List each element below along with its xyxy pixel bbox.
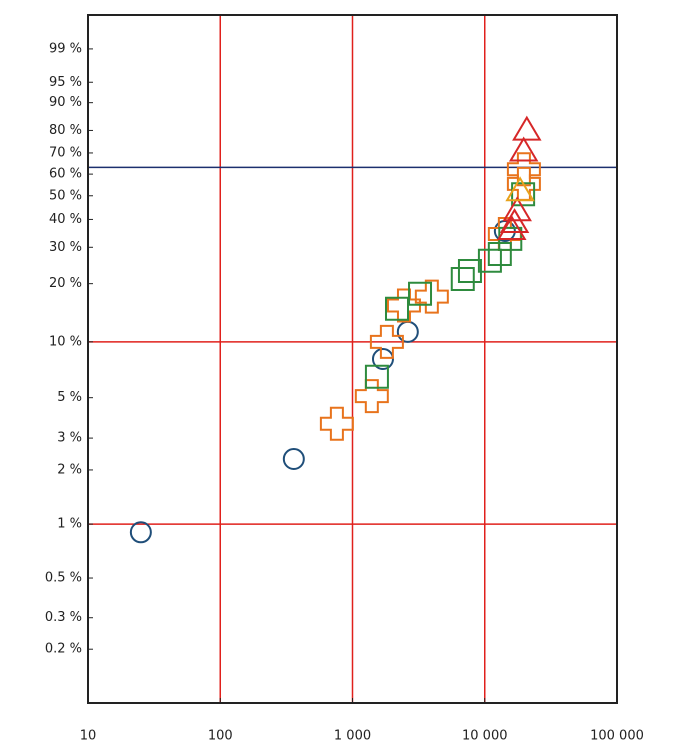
y-tick-label: 0.2 % (45, 642, 82, 657)
point (512, 115, 542, 141)
point (457, 259, 482, 284)
x-tick-label: 10 (80, 729, 97, 744)
point (414, 279, 449, 314)
y-tick-label: 40 % (49, 212, 82, 227)
y-tick-label: 30 % (49, 240, 82, 255)
point (498, 226, 523, 251)
point (371, 348, 394, 370)
y-tick-label: 20 % (49, 276, 82, 291)
y-tick-label: 0.5 % (45, 571, 82, 586)
y-tick-label: 3 % (57, 431, 82, 446)
x-tick-label: 10 000 (462, 729, 508, 744)
y-tick-label: 95 % (49, 75, 82, 90)
point (384, 296, 409, 321)
point (129, 521, 152, 544)
point (505, 176, 535, 202)
y-tick-label: 80 % (49, 123, 82, 138)
y-tick-label: 2 % (57, 462, 82, 477)
y-tick-label: 0.3 % (45, 610, 82, 625)
point (282, 447, 305, 470)
point (496, 215, 527, 240)
point (319, 406, 354, 441)
point (506, 152, 541, 187)
x-tick-label: 1 000 (334, 729, 371, 744)
point (499, 208, 530, 234)
y-tick-label: 90 % (49, 95, 82, 110)
point (508, 136, 539, 162)
point (450, 266, 475, 291)
point (502, 196, 532, 222)
y-tick-label: 70 % (49, 145, 82, 160)
y-tick-label: 99 % (49, 41, 82, 56)
point (364, 364, 389, 389)
point (511, 182, 536, 207)
point (396, 320, 419, 343)
point (369, 324, 404, 359)
y-tick-label: 1 % (57, 517, 82, 532)
y-tick-label: 50 % (49, 188, 82, 203)
point (408, 281, 433, 306)
x-tick-label: 100 000 (590, 729, 644, 744)
y-tick-label: 10 % (49, 334, 82, 349)
point (477, 248, 502, 273)
y-tick-label: 60 % (49, 167, 82, 182)
x-tick-label: 100 (208, 729, 233, 744)
y-tick-label: 5 % (57, 390, 82, 405)
point (487, 242, 512, 266)
point (354, 379, 389, 414)
